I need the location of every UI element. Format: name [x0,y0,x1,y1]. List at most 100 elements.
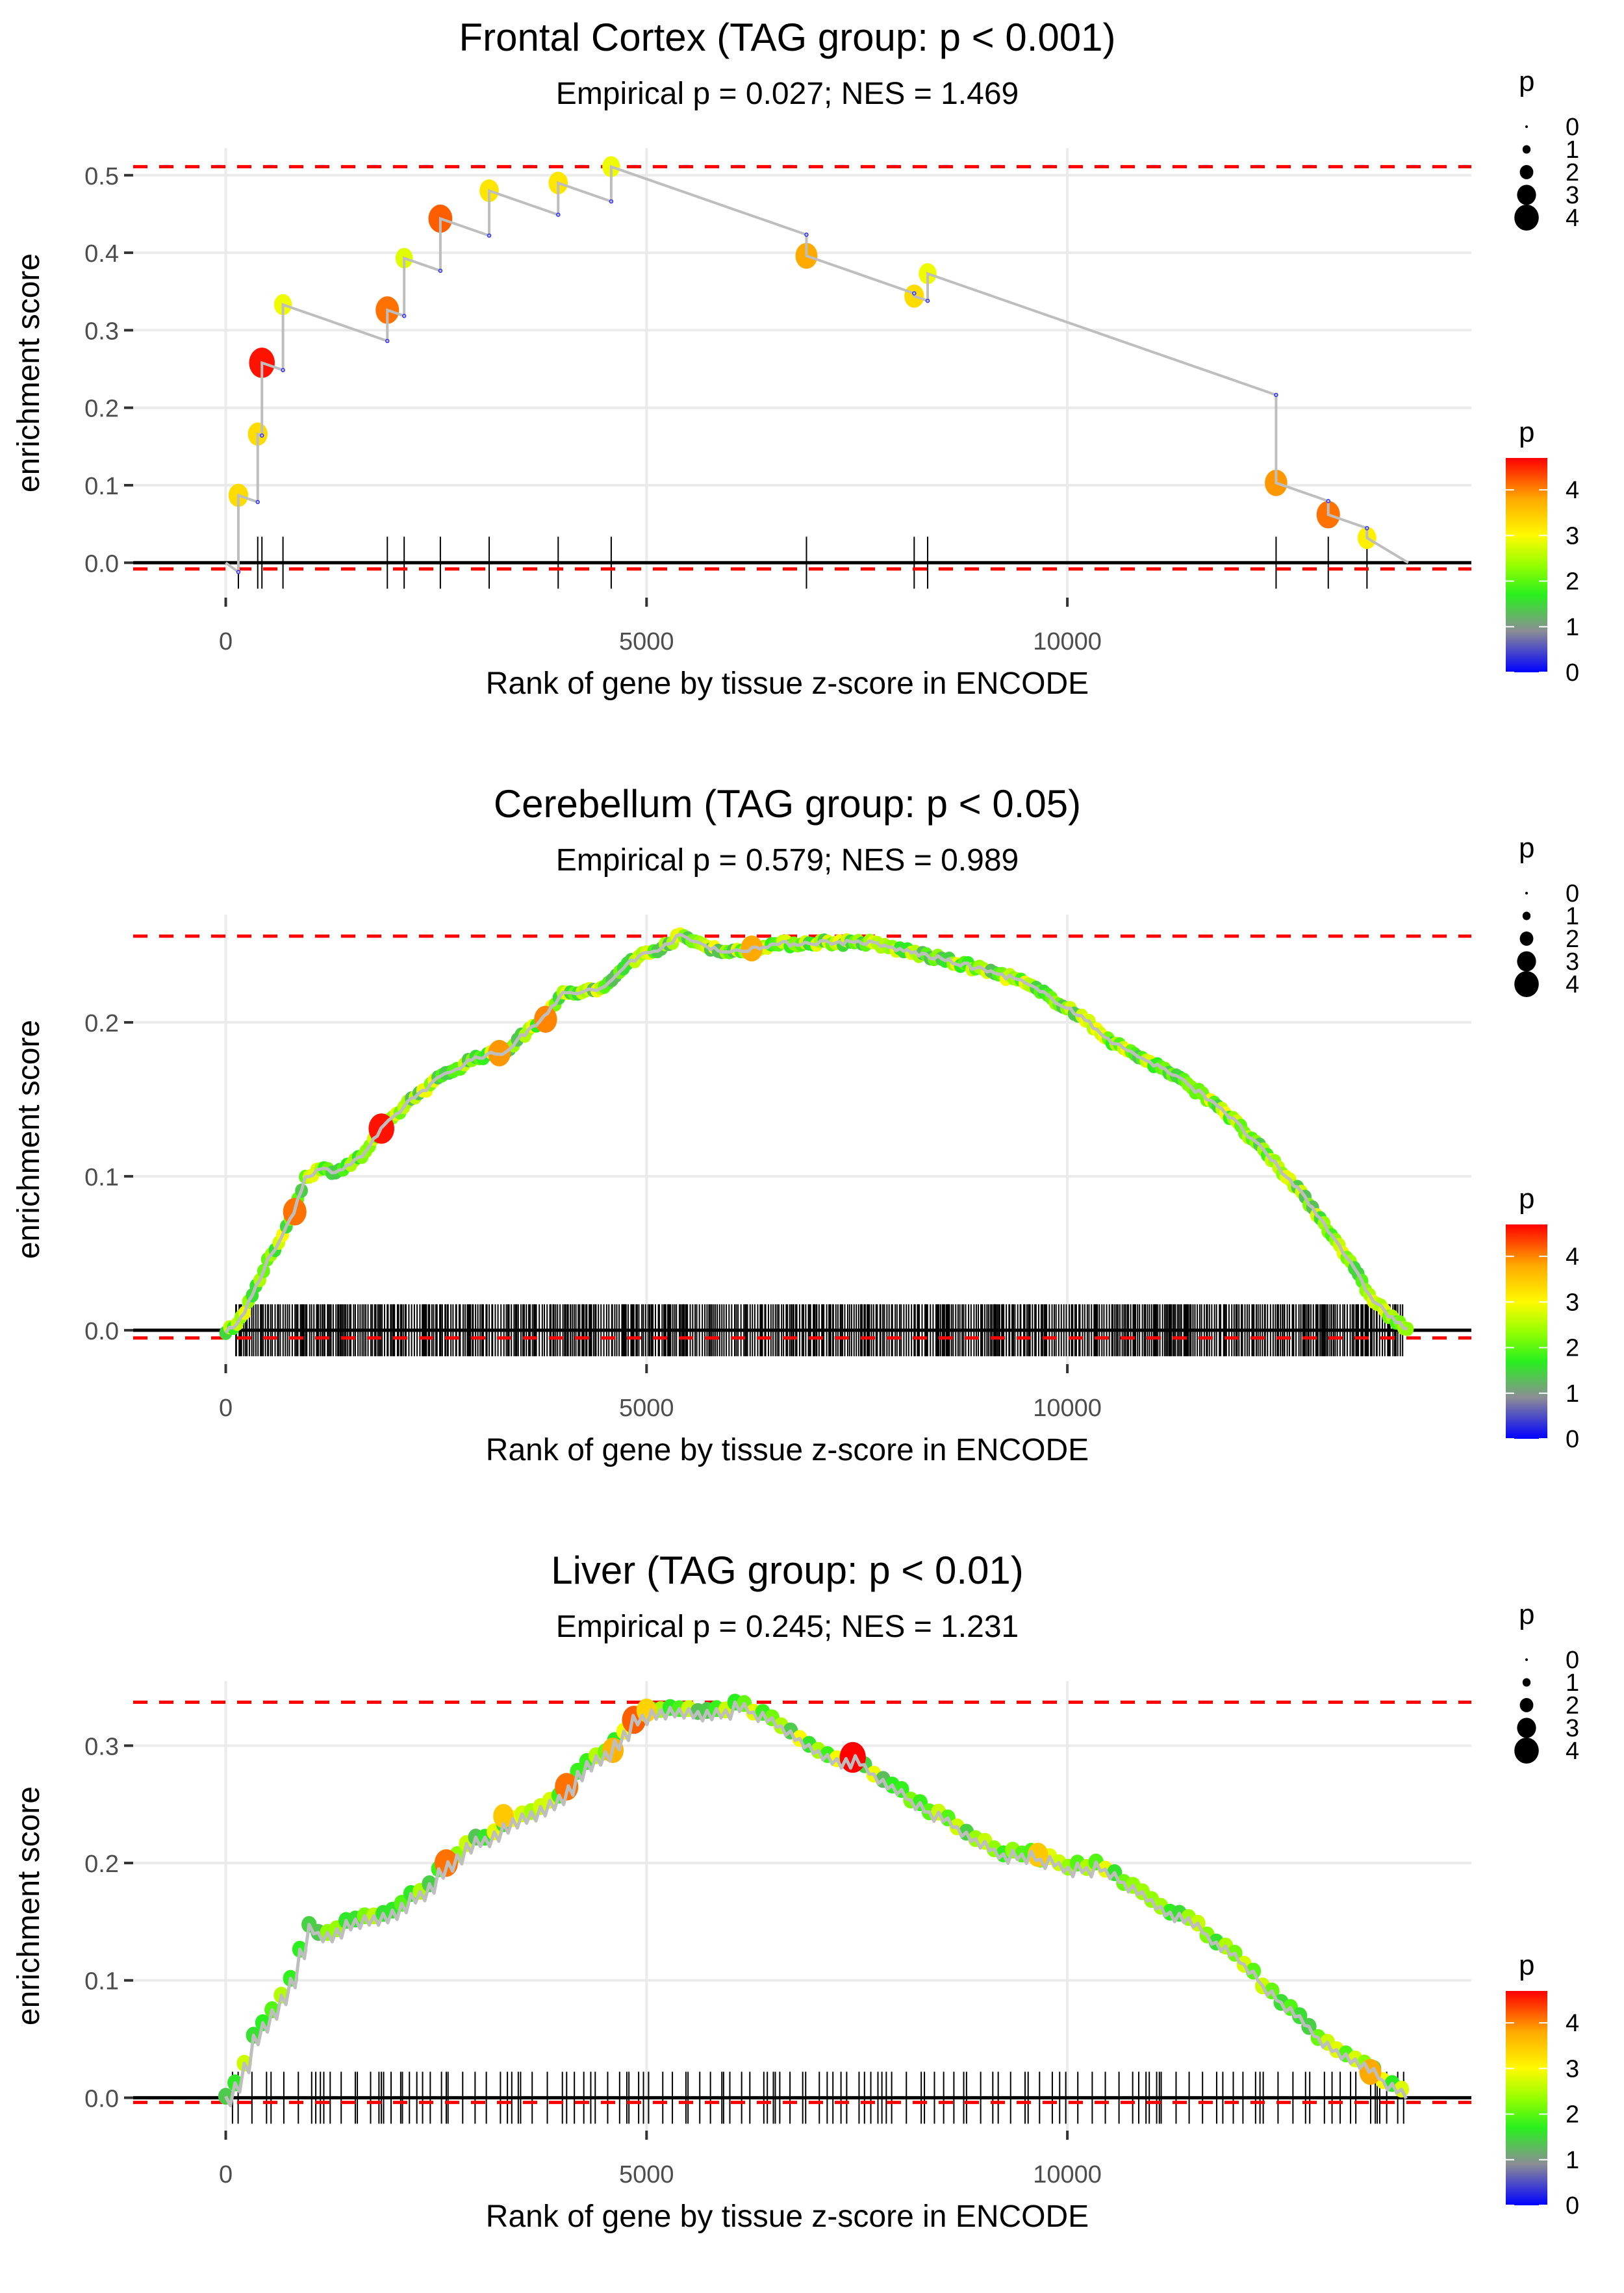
color-legend-label: 3 [1566,2055,1579,2083]
color-bar [1506,458,1547,672]
highlight-point [534,1006,557,1033]
x-tick-label: 5000 [619,1395,674,1422]
color-legend-label: 3 [1566,1289,1579,1316]
x-axis-label: Rank of gene by tissue z-score in ENCODE [486,1433,1089,1467]
x-tick-label: 0 [219,1395,233,1422]
size-legend-dot [1519,931,1534,946]
low-point [609,199,614,204]
data-points [228,156,1377,550]
chart-subtitle: Empirical p = 0.245; NES = 1.231 [556,1610,1019,1644]
low-point [385,338,390,344]
chart-subtitle: Empirical p = 0.027; NES = 1.469 [556,77,1019,111]
size-legend-dot [1517,1717,1536,1738]
low-point [255,500,260,505]
size-legend-label: 1 [1566,136,1579,164]
gridlines [133,1681,1471,2131]
y-tick-label: 0.0 [84,1318,119,1345]
color-legend-label: 0 [1566,2192,1579,2220]
size-legend-label: 0 [1566,880,1579,907]
y-tick-label: 0.2 [84,396,119,423]
highlight-point [493,1804,514,1829]
x-tick-label: 5000 [619,2161,674,2188]
x-tick-label: 10000 [1033,1395,1102,1422]
chart-title: Frontal Cortex (TAG group: p < 0.001) [459,16,1115,59]
y-tick-label: 0.0 [84,550,119,577]
color-legend: p 4 3 2 1 0 [1506,1949,1579,2220]
low-point [1274,392,1278,398]
y-tick-label: 0.1 [84,1164,119,1191]
x-tick-label: 10000 [1033,628,1102,655]
color-legend-label: 1 [1566,2147,1579,2174]
gridlines [133,148,1471,598]
chart-title: Liver (TAG group: p < 0.01) [551,1549,1024,1592]
size-legend-label: 3 [1566,1715,1579,1742]
size-legend-title: p [1519,832,1534,864]
y-axis-label: enrichment score [12,1786,46,2025]
color-legend-label: 2 [1566,568,1579,596]
low-point [281,368,285,373]
panel-frontal-cortex: Frontal Cortex (TAG group: p < 0.001) Emp… [0,0,1624,760]
low-point [259,433,264,438]
size-legend-label: 1 [1566,903,1579,930]
highlight-point [839,1742,866,1773]
color-legend-label: 2 [1566,2101,1579,2129]
color-legend-label: 0 [1566,659,1579,687]
size-legend-label: 4 [1566,205,1579,232]
y-tick-label: 0.1 [84,1968,119,1995]
size-legend-dot [1525,1658,1528,1661]
size-legend-dot [1514,205,1539,231]
y-axis-label: enrichment score [12,253,46,492]
size-legend-dot [1514,971,1539,997]
chart-subtitle: Empirical p = 0.579; NES = 0.989 [556,843,1019,878]
chart-frontal-cortex: Frontal Cortex (TAG group: p < 0.001) Emp… [12,16,1579,701]
size-legend-label: 1 [1566,1669,1579,1697]
y-tick-label: 0.3 [84,318,119,345]
low-point [556,212,561,217]
y-tick-label: 0.5 [84,163,119,190]
size-legend-label: 2 [1566,1692,1579,1719]
size-legend-title: p [1519,1599,1534,1630]
y-axis-label: enrichment score [12,1020,46,1259]
low-point [487,233,492,238]
color-legend-label: 4 [1566,477,1579,504]
size-legend-label: 0 [1566,1647,1579,1674]
color-legend-title: p [1519,416,1534,448]
y-tick-label: 0.2 [84,1851,119,1878]
es-line [224,1700,1408,2108]
data-points [219,927,1414,1340]
chart-cerebellum: Cerebellum (TAG group: p < 0.05) Empirica… [12,782,1579,1467]
color-legend-label: 3 [1566,522,1579,550]
x-tick-label: 0 [219,628,233,655]
x-tick-label: 0 [219,2161,233,2188]
size-legend-label: 4 [1566,971,1579,998]
size-legend-dot [1517,184,1536,205]
es-line [224,933,1408,1334]
size-legend-dot [1525,892,1528,894]
size-legend-dot [1525,125,1528,128]
size-legend-label: 2 [1566,926,1579,953]
color-bar [1506,1224,1547,1439]
size-legend-label: 2 [1566,159,1579,186]
panel-liver: Liver (TAG group: p < 0.01) Empirical p =… [0,1533,1624,2293]
es-line [225,164,1409,575]
size-legend-dot [1522,145,1531,154]
y-tick-label: 0.2 [84,1010,119,1037]
size-legend-title: p [1519,66,1534,97]
size-legend-dot [1522,911,1531,920]
chart-title: Cerebellum (TAG group: p < 0.05) [494,782,1081,826]
hit-point [1401,1321,1414,1336]
color-legend: p 4 3 2 1 0 [1506,1183,1579,1453]
size-legend-label: 0 [1566,114,1579,141]
x-tick-label: 5000 [619,628,674,655]
color-legend-title: p [1519,1949,1534,1981]
color-legend-label: 1 [1566,614,1579,641]
low-point [438,268,443,273]
x-axis-label: Rank of gene by tissue z-score in ENCODE [486,666,1089,701]
color-legend-label: 4 [1566,2010,1579,2037]
x-tick-label: 10000 [1033,2161,1102,2188]
y-tick-label: 0.0 [84,2085,119,2112]
color-legend-label: 1 [1566,1380,1579,1408]
